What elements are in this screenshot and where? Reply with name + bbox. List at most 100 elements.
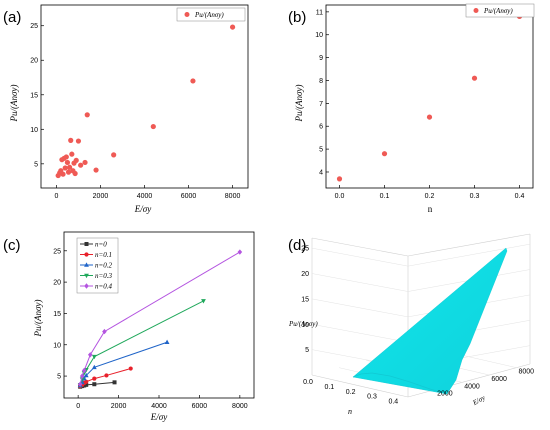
x-tick-label-d: 0.1 (324, 384, 334, 391)
y-tick-label-c: 15 (53, 311, 61, 318)
legend-marker-b (473, 8, 479, 13)
data-point-series-0 (112, 380, 117, 385)
data-point-series-3 (201, 299, 206, 304)
legend-label-3: n=0.3 (95, 272, 112, 280)
y-tick-label-d: 8000 (518, 369, 534, 376)
data-point-series-4 (237, 249, 243, 255)
y-tick-label-b: 7 (319, 101, 323, 108)
x-tick-label-b: 0.3 (470, 193, 480, 200)
z-tick-label-d: 10 (301, 322, 309, 329)
chart-c: 0 2000 4000 6000 8000 5 10 15 20 25 n=0 n=0.1 n=0.2… (33, 231, 255, 422)
x-tick-label-c: 6000 (192, 403, 208, 410)
y-tick-label-a: 25 (30, 23, 38, 30)
x-axis-label-a: E/σy (134, 204, 151, 214)
data-point-a (60, 171, 66, 177)
legend-marker-1 (84, 252, 89, 257)
legend-label-b: Pu/(Anσy) (483, 7, 513, 15)
z-grid-d (311, 298, 409, 318)
legend-box-a (176, 7, 246, 22)
x-tick-label-d: 0.4 (388, 399, 398, 406)
data-point-a (68, 137, 74, 143)
data-point-series-1 (92, 376, 97, 381)
data-point-series-3 (79, 377, 85, 382)
legend-marker-3 (84, 273, 89, 279)
panel-label-a: (a) (3, 9, 21, 26)
data-point-a (150, 123, 156, 130)
x-tick-label-b: 0.1 (380, 193, 390, 200)
legend-a: Pu/(Anσy) (176, 7, 246, 22)
legend-label-4: n=0.4 (95, 283, 112, 291)
data-point-a (73, 157, 79, 163)
data-point-series-3 (91, 354, 97, 360)
data-point-series-1 (84, 379, 89, 384)
x-tick-label-a: 6000 (181, 193, 197, 200)
y-tick-label-c: 20 (53, 280, 61, 287)
legend-marker-0 (84, 242, 89, 246)
data-point-a (190, 78, 196, 84)
y-axis-label-d: E/σy (471, 393, 488, 407)
data-point-a (93, 167, 99, 173)
x-tick-label-d: 0.0 (303, 379, 313, 386)
y-tick-label-d: 4000 (464, 383, 480, 390)
x-tick-label-b: 0.2 (425, 193, 435, 200)
y-tick-label-b: 6 (319, 124, 323, 131)
z-tick-label-d: 25 (301, 246, 309, 253)
x-tick-label-b: 0.4 (515, 193, 525, 200)
y-tick-label-b: 4 (319, 169, 323, 176)
data-point-series-4 (79, 373, 85, 379)
data-point-a (111, 152, 117, 158)
panel-label-c: (c) (3, 237, 21, 254)
x-tick-label-c: 8000 (232, 403, 248, 410)
plot-frame-b (325, 4, 534, 189)
data-point-a (69, 151, 75, 157)
y-tick-label-d: 2000 (437, 391, 453, 398)
legend-marker-4 (84, 283, 89, 289)
data-point-series-4 (102, 328, 107, 335)
x-tick-label-b: 0.0 (335, 193, 345, 200)
x-tick-label-c: 2000 (111, 403, 127, 410)
y-tick-label-a: 20 (30, 58, 38, 65)
x-tick-label-d: 0.2 (346, 389, 356, 396)
x-tick-label-c: 4000 (151, 403, 167, 410)
legend-label-2: n=0.2 (95, 262, 112, 270)
y-tick-label-b: 10 (315, 32, 323, 39)
y-tick-label-b: 9 (319, 55, 323, 62)
panel-label-d: (d) (288, 237, 306, 254)
y-tick-label-b: 5 (319, 147, 323, 154)
data-point-series-3 (81, 371, 87, 376)
y-tick-label-a: 5 (34, 161, 38, 168)
data-point-b (426, 114, 433, 120)
y-tick-label-b: 11 (316, 9, 323, 16)
y-axis-label-b: Pu/(Anσy) (294, 85, 304, 123)
legend-box-b (465, 3, 535, 18)
y-tick-label-c: 25 (53, 248, 61, 255)
data-point-a (84, 112, 90, 118)
series-line-3 (79, 300, 204, 386)
data-point-b (381, 151, 388, 157)
x-axis-label-b: n (428, 204, 433, 214)
x-tick-label-a: 0 (54, 193, 58, 200)
data-point-a (64, 159, 71, 166)
x-tick-label-c: 0 (76, 403, 80, 410)
data-point-b (336, 176, 343, 182)
y-tick-label-d: 6000 (491, 376, 507, 383)
legend-b: Pu/(Anσy) (465, 3, 535, 18)
x-tick-label-a: 2000 (93, 193, 109, 200)
panel-label-b: (b) (288, 9, 306, 26)
z-axis-label-d: Pu/(Anσy) (288, 320, 318, 328)
data-point-a (229, 24, 236, 30)
data-point-series-0 (84, 382, 89, 387)
y-tick-label-a: 15 (30, 92, 38, 99)
chart-a: 0 2000 4000 6000 8000 5 10 15 20 25 Pu/(Anσy) E/σ… (9, 4, 249, 214)
x-axis-label-d: n (348, 407, 352, 416)
data-point-series-0 (82, 383, 87, 388)
legend-marker-a (184, 12, 190, 17)
x-tick-label-d: 0.3 (367, 394, 377, 401)
x-axis-label-c: E/σy (150, 412, 167, 422)
data-point-series-4 (81, 367, 87, 374)
data-point-a (67, 164, 73, 170)
y-axis-label-a: Pu/(Anσy) (9, 85, 19, 123)
data-point-a (63, 154, 69, 160)
data-point-a (65, 169, 72, 175)
